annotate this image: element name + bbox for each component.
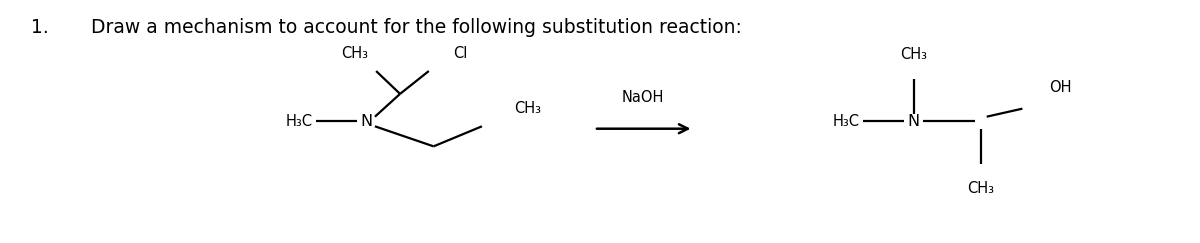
Text: CH₃: CH₃ <box>341 45 368 61</box>
Text: 1.: 1. <box>31 18 49 37</box>
Text: CH₃: CH₃ <box>900 47 928 62</box>
Text: NaOH: NaOH <box>622 90 665 105</box>
Text: CH₃: CH₃ <box>967 181 995 196</box>
Text: N: N <box>360 114 373 129</box>
Text: CH₃: CH₃ <box>514 101 541 116</box>
Text: H₃C: H₃C <box>833 114 859 129</box>
Text: N: N <box>907 114 919 129</box>
Text: H₃C: H₃C <box>286 114 313 129</box>
Text: OH: OH <box>1050 79 1072 95</box>
Text: Cl: Cl <box>452 45 467 61</box>
Text: Draw a mechanism to account for the following substitution reaction:: Draw a mechanism to account for the foll… <box>91 18 742 37</box>
